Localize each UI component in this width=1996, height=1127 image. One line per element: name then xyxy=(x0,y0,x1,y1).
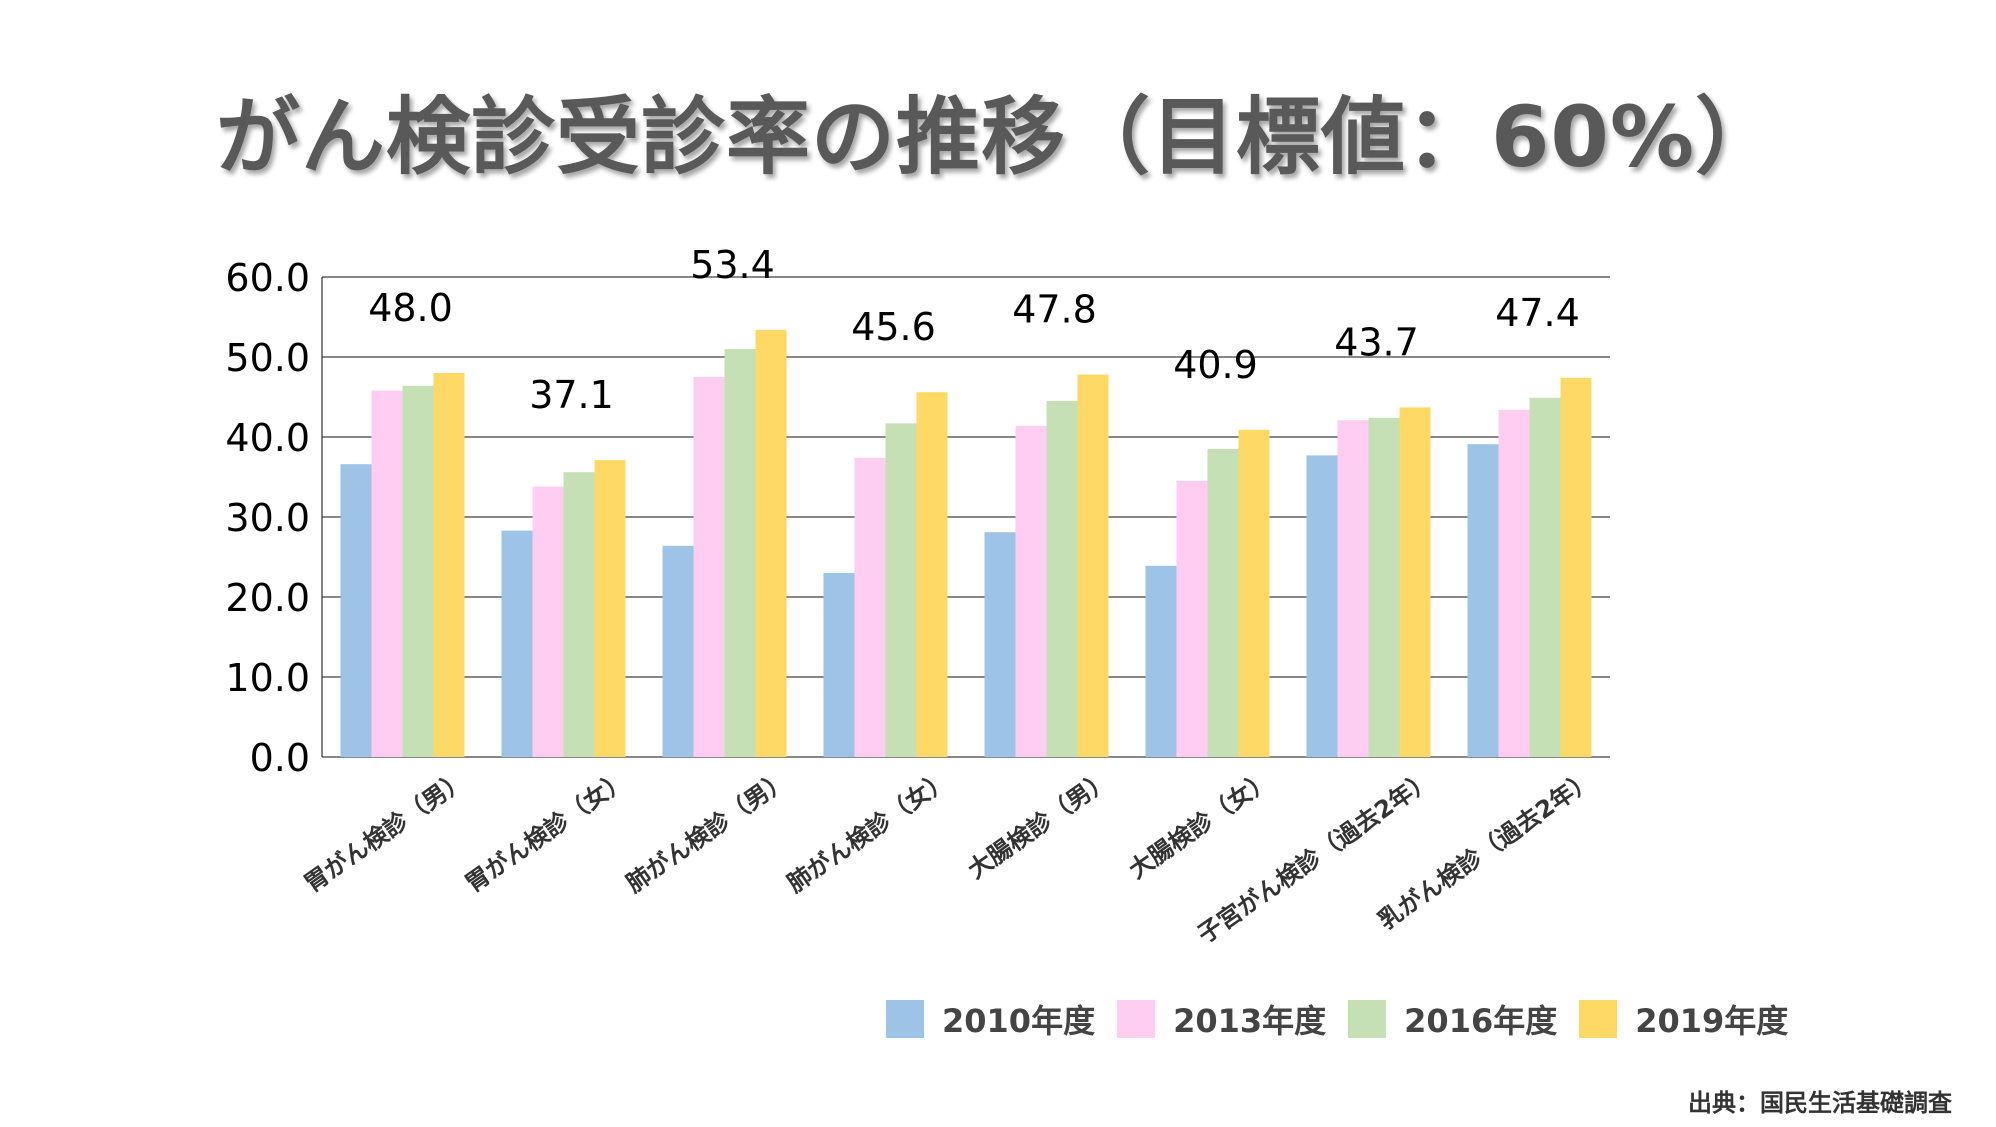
bar xyxy=(885,423,917,757)
data-label: 48.0 xyxy=(368,286,453,330)
bar xyxy=(501,530,533,757)
data-label: 47.4 xyxy=(1495,291,1580,335)
page-title: がん検診受診率の推移（目標値：60%） xyxy=(215,88,1781,186)
bar xyxy=(1560,377,1592,757)
data-label: 40.9 xyxy=(1173,343,1258,387)
bar-chart: 0.0 10.0 20.0 30.0 40.0 50.0 60.0 48.0 胃がん検診（男） 3… xyxy=(225,243,1610,949)
legend-label-2013: 2013年度 xyxy=(1173,1002,1327,1040)
bar xyxy=(402,385,434,757)
legend-label-2016: 2016年度 xyxy=(1404,1002,1558,1040)
y-tick-label: 60.0 xyxy=(225,256,310,300)
bar xyxy=(563,472,595,757)
bar xyxy=(1207,449,1239,757)
legend-item-2013: 2013年度 xyxy=(1117,996,1326,1042)
bar xyxy=(1046,401,1078,757)
bar xyxy=(1399,407,1431,757)
bar xyxy=(1306,455,1338,757)
bar xyxy=(1498,409,1530,757)
y-tick-label: 20.0 xyxy=(225,576,310,620)
bar xyxy=(433,373,465,757)
bar xyxy=(662,545,694,757)
bar xyxy=(1015,425,1047,757)
bar xyxy=(371,390,403,757)
y-tick-label: 0.0 xyxy=(250,736,310,780)
data-label: 43.7 xyxy=(1334,320,1419,364)
legend-swatch-2016 xyxy=(1348,1000,1387,1038)
bar xyxy=(823,573,855,757)
bar xyxy=(755,329,787,757)
bar xyxy=(1368,417,1400,757)
data-label: 47.8 xyxy=(1012,288,1097,332)
y-tick-label: 10.0 xyxy=(225,656,310,700)
bar xyxy=(984,532,1016,757)
bar xyxy=(1176,481,1208,757)
x-category-label: 肺がん検診（男） xyxy=(621,765,794,898)
legend-item-2019: 2019年度 xyxy=(1579,996,1788,1042)
data-label: 45.6 xyxy=(851,305,936,349)
chart-legend: 2010年度 2013年度 2016年度 2019年度 xyxy=(886,996,1810,1042)
bar xyxy=(594,460,626,757)
bar xyxy=(1529,397,1561,757)
bar xyxy=(854,457,886,757)
bar xyxy=(1238,429,1270,757)
legend-item-2016: 2016年度 xyxy=(1348,996,1557,1042)
y-tick-label: 40.0 xyxy=(225,416,310,460)
source-note: 出典：国民生活基礎調査 xyxy=(1688,1089,1952,1117)
bar xyxy=(340,464,372,757)
data-label: 53.4 xyxy=(690,243,775,287)
legend-swatch-2019 xyxy=(1579,1000,1618,1038)
bar xyxy=(724,349,756,757)
x-category-label: 胃がん検診（女） xyxy=(460,765,633,898)
bar xyxy=(916,392,948,757)
x-category-label: 胃がん検診（男） xyxy=(299,765,472,898)
legend-label-2010: 2010年度 xyxy=(942,1002,1096,1040)
bar xyxy=(693,377,725,757)
data-label: 37.1 xyxy=(529,373,614,417)
bar xyxy=(1337,420,1369,757)
bar xyxy=(1145,565,1177,757)
bar xyxy=(1077,374,1109,757)
bar xyxy=(532,486,564,757)
y-tick-label: 30.0 xyxy=(225,496,310,540)
legend-item-2010: 2010年度 xyxy=(886,996,1095,1042)
x-category-label: 大腸検診（女） xyxy=(1124,765,1278,884)
x-category-label: 大腸検診（男） xyxy=(963,765,1117,884)
y-tick-label: 50.0 xyxy=(225,336,310,380)
legend-swatch-2013 xyxy=(1117,1000,1156,1038)
legend-swatch-2010 xyxy=(886,1000,924,1038)
x-category-label: 肺がん検診（女） xyxy=(782,765,955,898)
bar xyxy=(1467,444,1499,757)
legend-label-2019: 2019年度 xyxy=(1635,1002,1789,1040)
